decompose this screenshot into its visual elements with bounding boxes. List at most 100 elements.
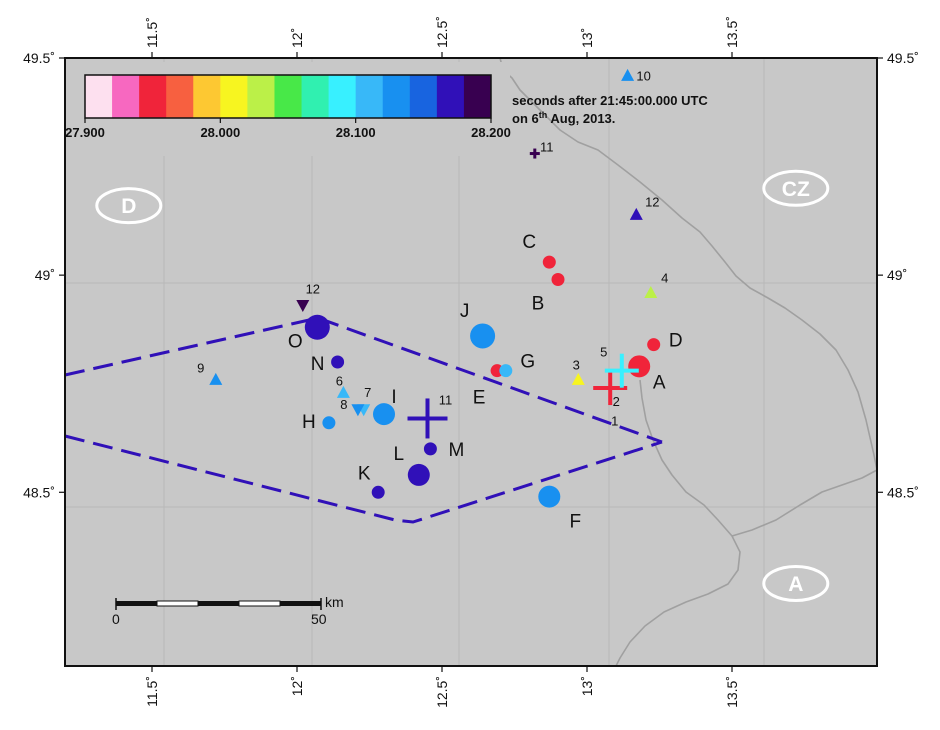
event-c: C	[522, 232, 556, 269]
event-dot	[628, 355, 651, 378]
colorbar-cell-14	[463, 75, 492, 118]
event-h: H	[302, 412, 336, 433]
lon-label-bottom-2: 12.5˚	[434, 676, 450, 708]
colorbar-cell-10	[355, 75, 384, 118]
colorbar-labels: 27.900 28.000 28.100 28.200	[65, 118, 511, 140]
event-dot	[542, 255, 556, 269]
station-8-7: 8	[340, 397, 365, 417]
lon-label-top-4: 13.5˚	[724, 16, 740, 48]
event-dot	[407, 463, 430, 486]
lon-label-bottom-3: 13˚	[579, 676, 595, 696]
station-11-10: 11	[407, 392, 453, 439]
lat-label-right-0: 49.5˚	[887, 50, 919, 66]
colorbar-cell-7	[274, 75, 303, 118]
colorbar-cell-1	[112, 75, 140, 118]
station-11-11: 11	[529, 140, 554, 159]
event-dot	[499, 364, 513, 378]
scale-bar-segment-2	[156, 600, 199, 607]
country-a: A	[762, 564, 830, 602]
caption-date-prefix: on 6	[512, 111, 539, 126]
event-label: G	[520, 352, 535, 373]
map-background	[65, 58, 877, 666]
scale-bar-segment-3	[198, 601, 239, 606]
lat-label-left-1: 49˚	[35, 267, 55, 283]
station-number: 5	[600, 345, 607, 360]
event-g: G	[499, 352, 535, 378]
colorbar-cell-3	[166, 75, 194, 118]
event-dot	[304, 314, 330, 340]
event-label: I	[391, 387, 396, 408]
dashed-region-outline	[64, 316, 663, 524]
station-triangle-marker	[336, 385, 350, 398]
event-label: N	[311, 354, 325, 375]
station-number: 9	[197, 360, 204, 375]
colorbar-caption-line2: on 6th Aug, 2013.	[512, 110, 615, 126]
event-label: K	[358, 463, 371, 484]
event-dot	[371, 485, 385, 499]
station-4-3: 4	[644, 271, 668, 299]
event-label: C	[522, 232, 536, 253]
event-label: O	[288, 331, 303, 352]
colorbar-label-2: 28.100	[336, 125, 376, 140]
station-number: 11	[540, 140, 554, 155]
lon-label-top-0: 11.5˚	[144, 17, 160, 48]
event-i: I	[373, 387, 397, 426]
station-3-2: 3	[571, 357, 585, 385]
lat-label-left-0: 49.5˚	[23, 50, 55, 66]
scale-unit: km	[325, 594, 344, 610]
station-triangle-marker	[621, 68, 635, 81]
event-f: F	[538, 485, 581, 533]
region-lower-edge	[64, 434, 663, 524]
station-number: 1	[611, 413, 618, 428]
event-label: A	[653, 372, 666, 393]
station-number: 11	[439, 392, 453, 407]
event-dot	[373, 403, 395, 426]
country-code: CZ	[782, 178, 810, 201]
station-inverted-triangle-marker	[296, 300, 310, 313]
event-markers: A B C D E F G H I J K L M NO	[288, 232, 683, 533]
event-dot	[470, 323, 496, 349]
scale-label-start: 0	[112, 611, 120, 627]
lat-label-right-1: 49˚	[887, 267, 907, 283]
station-12-12: 12	[629, 194, 660, 220]
colorbar-cell-13	[436, 75, 465, 118]
event-label: D	[669, 331, 683, 352]
colorbar-label-0: 27.900	[65, 125, 105, 140]
station-12-13: 12	[296, 282, 320, 313]
station-triangle-marker	[644, 286, 658, 299]
colorbar: 27.900 28.000 28.100 28.200 seconds after 2…	[65, 62, 708, 156]
colorbar-cell-6	[247, 75, 275, 118]
station-number: 7	[364, 385, 371, 400]
scale-bar: 0 50 km	[112, 594, 344, 627]
colorbar-cells	[84, 74, 492, 119]
station-number: 12	[645, 194, 659, 209]
country-d: D	[95, 187, 163, 225]
event-label: B	[532, 293, 545, 314]
colorbar-outline	[84, 74, 492, 119]
event-n: N	[311, 354, 345, 375]
station-6-5: 6	[336, 373, 350, 398]
station-10-9: 10	[621, 68, 651, 83]
colorbar-cell-12	[409, 75, 438, 118]
colorbar-label-3: 28.200	[471, 125, 511, 140]
event-dot	[331, 355, 345, 369]
border-d-cz	[499, 57, 878, 471]
event-label: M	[448, 440, 464, 461]
station-1-0: 1	[611, 413, 618, 428]
scale-bar-segment-4	[238, 600, 281, 607]
border-cz-a	[731, 469, 878, 537]
caption-date-sup: th	[539, 110, 548, 120]
country-oval	[762, 564, 830, 602]
event-m: M	[423, 440, 464, 461]
colorbar-cell-2	[139, 75, 167, 118]
colorbar-cell-4	[193, 75, 221, 118]
station-number: 3	[573, 357, 580, 372]
event-dot	[551, 272, 565, 286]
event-dot	[322, 416, 336, 430]
station-9-8: 9	[197, 360, 223, 385]
station-number: 12	[306, 282, 320, 297]
event-label: J	[460, 301, 470, 322]
station-number: 8	[340, 397, 347, 412]
lon-label-bottom-4: 13.5˚	[724, 676, 740, 708]
